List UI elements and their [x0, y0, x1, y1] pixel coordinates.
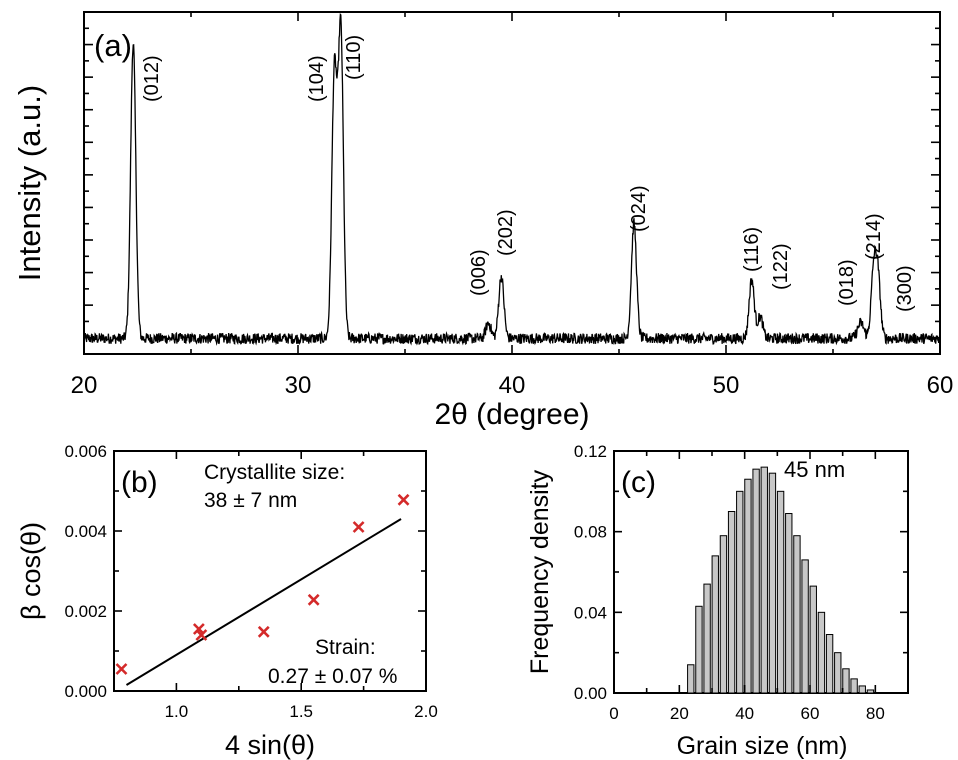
panel-c-histogram-bar	[768, 472, 777, 694]
panel-a-diffraction-trace	[83, 12, 941, 346]
panel-c-y-axis-title: Frequency density	[526, 469, 554, 674]
panel-c-x-tick-label: 60	[801, 704, 820, 723]
panel-b: 1.0 1.5 2.0 0.000 0.002 0.004 0.006 (b) Crysta…	[16, 442, 438, 760]
panel-a-peak-label: (122)	[770, 243, 792, 290]
panel-c-bars	[687, 466, 875, 694]
panel-b-y-tick-label: 0.002	[64, 602, 107, 621]
panel-c-histogram-bar	[703, 583, 711, 694]
panel-c-x-tick-label: 40	[735, 704, 754, 723]
panel-a-x-ticks: 20 30 40 50 60	[71, 12, 954, 399]
panel-c-histogram-bar	[785, 513, 793, 694]
panel-c-histogram-bar	[809, 585, 817, 694]
panel-b-y-axis-title: β cos(θ)	[16, 522, 46, 620]
panel-b-frame	[113, 450, 427, 692]
panel-c-x-tick-label: 0	[609, 704, 618, 723]
panel-b-data-point	[115, 663, 128, 675]
panel-c-histogram-bar	[817, 611, 826, 694]
panel-c-histogram-bar	[719, 535, 728, 694]
panel-c-histogram-bar	[687, 664, 695, 694]
panel-a-frame	[83, 11, 941, 355]
panel-b-x-tick-label: 1.5	[289, 702, 313, 721]
panel-b-fit-line	[125, 518, 402, 686]
panel-a-x-tick-label: 60	[927, 372, 954, 399]
panel-c-histogram-bar	[695, 605, 703, 694]
panel-c-histogram-bar	[760, 466, 768, 694]
panel-c-histogram-bar	[776, 490, 785, 694]
panel-b-data-point	[257, 625, 270, 638]
panel-c-histogram-bar	[866, 689, 875, 694]
panel-a-peak-label: (024)	[628, 185, 650, 232]
panel-c-x-axis-title: Grain size (nm)	[677, 732, 848, 760]
panel-a-x-tick-label: 20	[71, 372, 98, 399]
panel-a-peak-label: (104)	[306, 55, 328, 102]
panel-a-x-tick-label: 40	[499, 372, 526, 399]
panel-c-histogram-bar	[752, 468, 760, 694]
panel-a-peak-label: (110)	[343, 35, 365, 80]
panel-b-x-axis-title: 4 sin(θ)	[225, 730, 315, 760]
panel-b-data-point	[352, 521, 365, 533]
panel-b-x-tick-label: 2.0	[414, 702, 438, 721]
panel-a-peak-label: (202)	[495, 209, 517, 256]
panel-b-label: (b)	[121, 466, 158, 499]
panel-c-histogram-bar	[834, 652, 842, 694]
panel-c-histogram-bar	[801, 559, 809, 694]
panel-c-histogram-bar	[711, 555, 719, 694]
panel-a-x-axis-title: 2θ (degree)	[434, 398, 589, 431]
panel-c-histogram-bar	[744, 478, 752, 694]
panel-c: 0 20 40 60 80 0.00 0.04 0.08 0.12 (c) 45 nm Grai…	[526, 442, 909, 760]
panel-b-data-point	[195, 629, 208, 641]
panel-c-label: (c)	[621, 466, 656, 499]
panel-c-peak-annotation: 45 nm	[784, 457, 845, 482]
panel-c-x-tick-label: 80	[866, 704, 885, 723]
panel-a-peak-label: (018)	[836, 259, 858, 306]
panel-b-y-tick-label: 0.004	[64, 522, 107, 541]
panel-c-histogram-bar	[850, 678, 858, 694]
panel-b-y-tick-label: 0.000	[64, 682, 107, 701]
panel-c-ticks: 0 20 40 60 80 0.00 0.04 0.08 0.12	[574, 442, 909, 723]
panel-c-x-tick-label: 20	[670, 704, 689, 723]
panel-c-histogram-bar	[858, 685, 866, 694]
panel-b-size-value: 38 ± 7 nm	[204, 489, 297, 512]
panel-c-y-tick-label: 0.04	[574, 603, 607, 622]
panel-a-peak-label: (116)	[741, 227, 763, 272]
panel-c-histogram-bar	[793, 535, 801, 694]
panel-a-peak-label: (214)	[863, 213, 885, 260]
panel-a-label: (a)	[94, 28, 132, 63]
panel-b-data-points	[115, 493, 410, 675]
panel-c-y-tick-label: 0.12	[574, 442, 607, 461]
panel-c-histogram-bar	[842, 668, 850, 694]
panel-a-peak-labels: (012) (104) (110) (006)(202) (024) (116) (122)…	[141, 35, 916, 312]
panel-c-y-tick-label: 0.00	[574, 684, 607, 703]
panel-c-y-tick-label: 0.08	[574, 523, 607, 542]
panel-b-data-point	[307, 593, 320, 606]
panel-a-peak-label: (300)	[894, 265, 916, 312]
panel-a-y-axis-title: Intensity (a.u.)	[12, 85, 47, 281]
panel-b-size-title: Crystallite size:	[204, 461, 345, 484]
panel-a: 20 30 40 50 60 (012) (104) (110) (006)(202) (024…	[12, 11, 954, 431]
panel-c-histogram-bar	[727, 511, 736, 694]
panel-a-peak-label: (012)	[141, 55, 163, 102]
panel-a-x-tick-label: 50	[713, 372, 740, 399]
panel-b-ticks: 1.0 1.5 2.0 0.000 0.002 0.004 0.006	[64, 442, 437, 721]
panel-c-histogram-bar	[736, 490, 744, 694]
panel-b-strain-title: Strain:	[315, 636, 376, 659]
panel-b-strain-value: 0.27 ± 0.07 %	[268, 665, 397, 688]
panel-b-x-tick-label: 1.0	[165, 702, 189, 721]
panel-b-data-point	[397, 493, 410, 506]
panel-a-peak-label: (006)	[468, 249, 490, 296]
panel-b-y-tick-label: 0.006	[64, 442, 107, 461]
panel-c-histogram-bar	[825, 634, 834, 694]
panel-a-x-tick-label: 30	[285, 372, 312, 399]
